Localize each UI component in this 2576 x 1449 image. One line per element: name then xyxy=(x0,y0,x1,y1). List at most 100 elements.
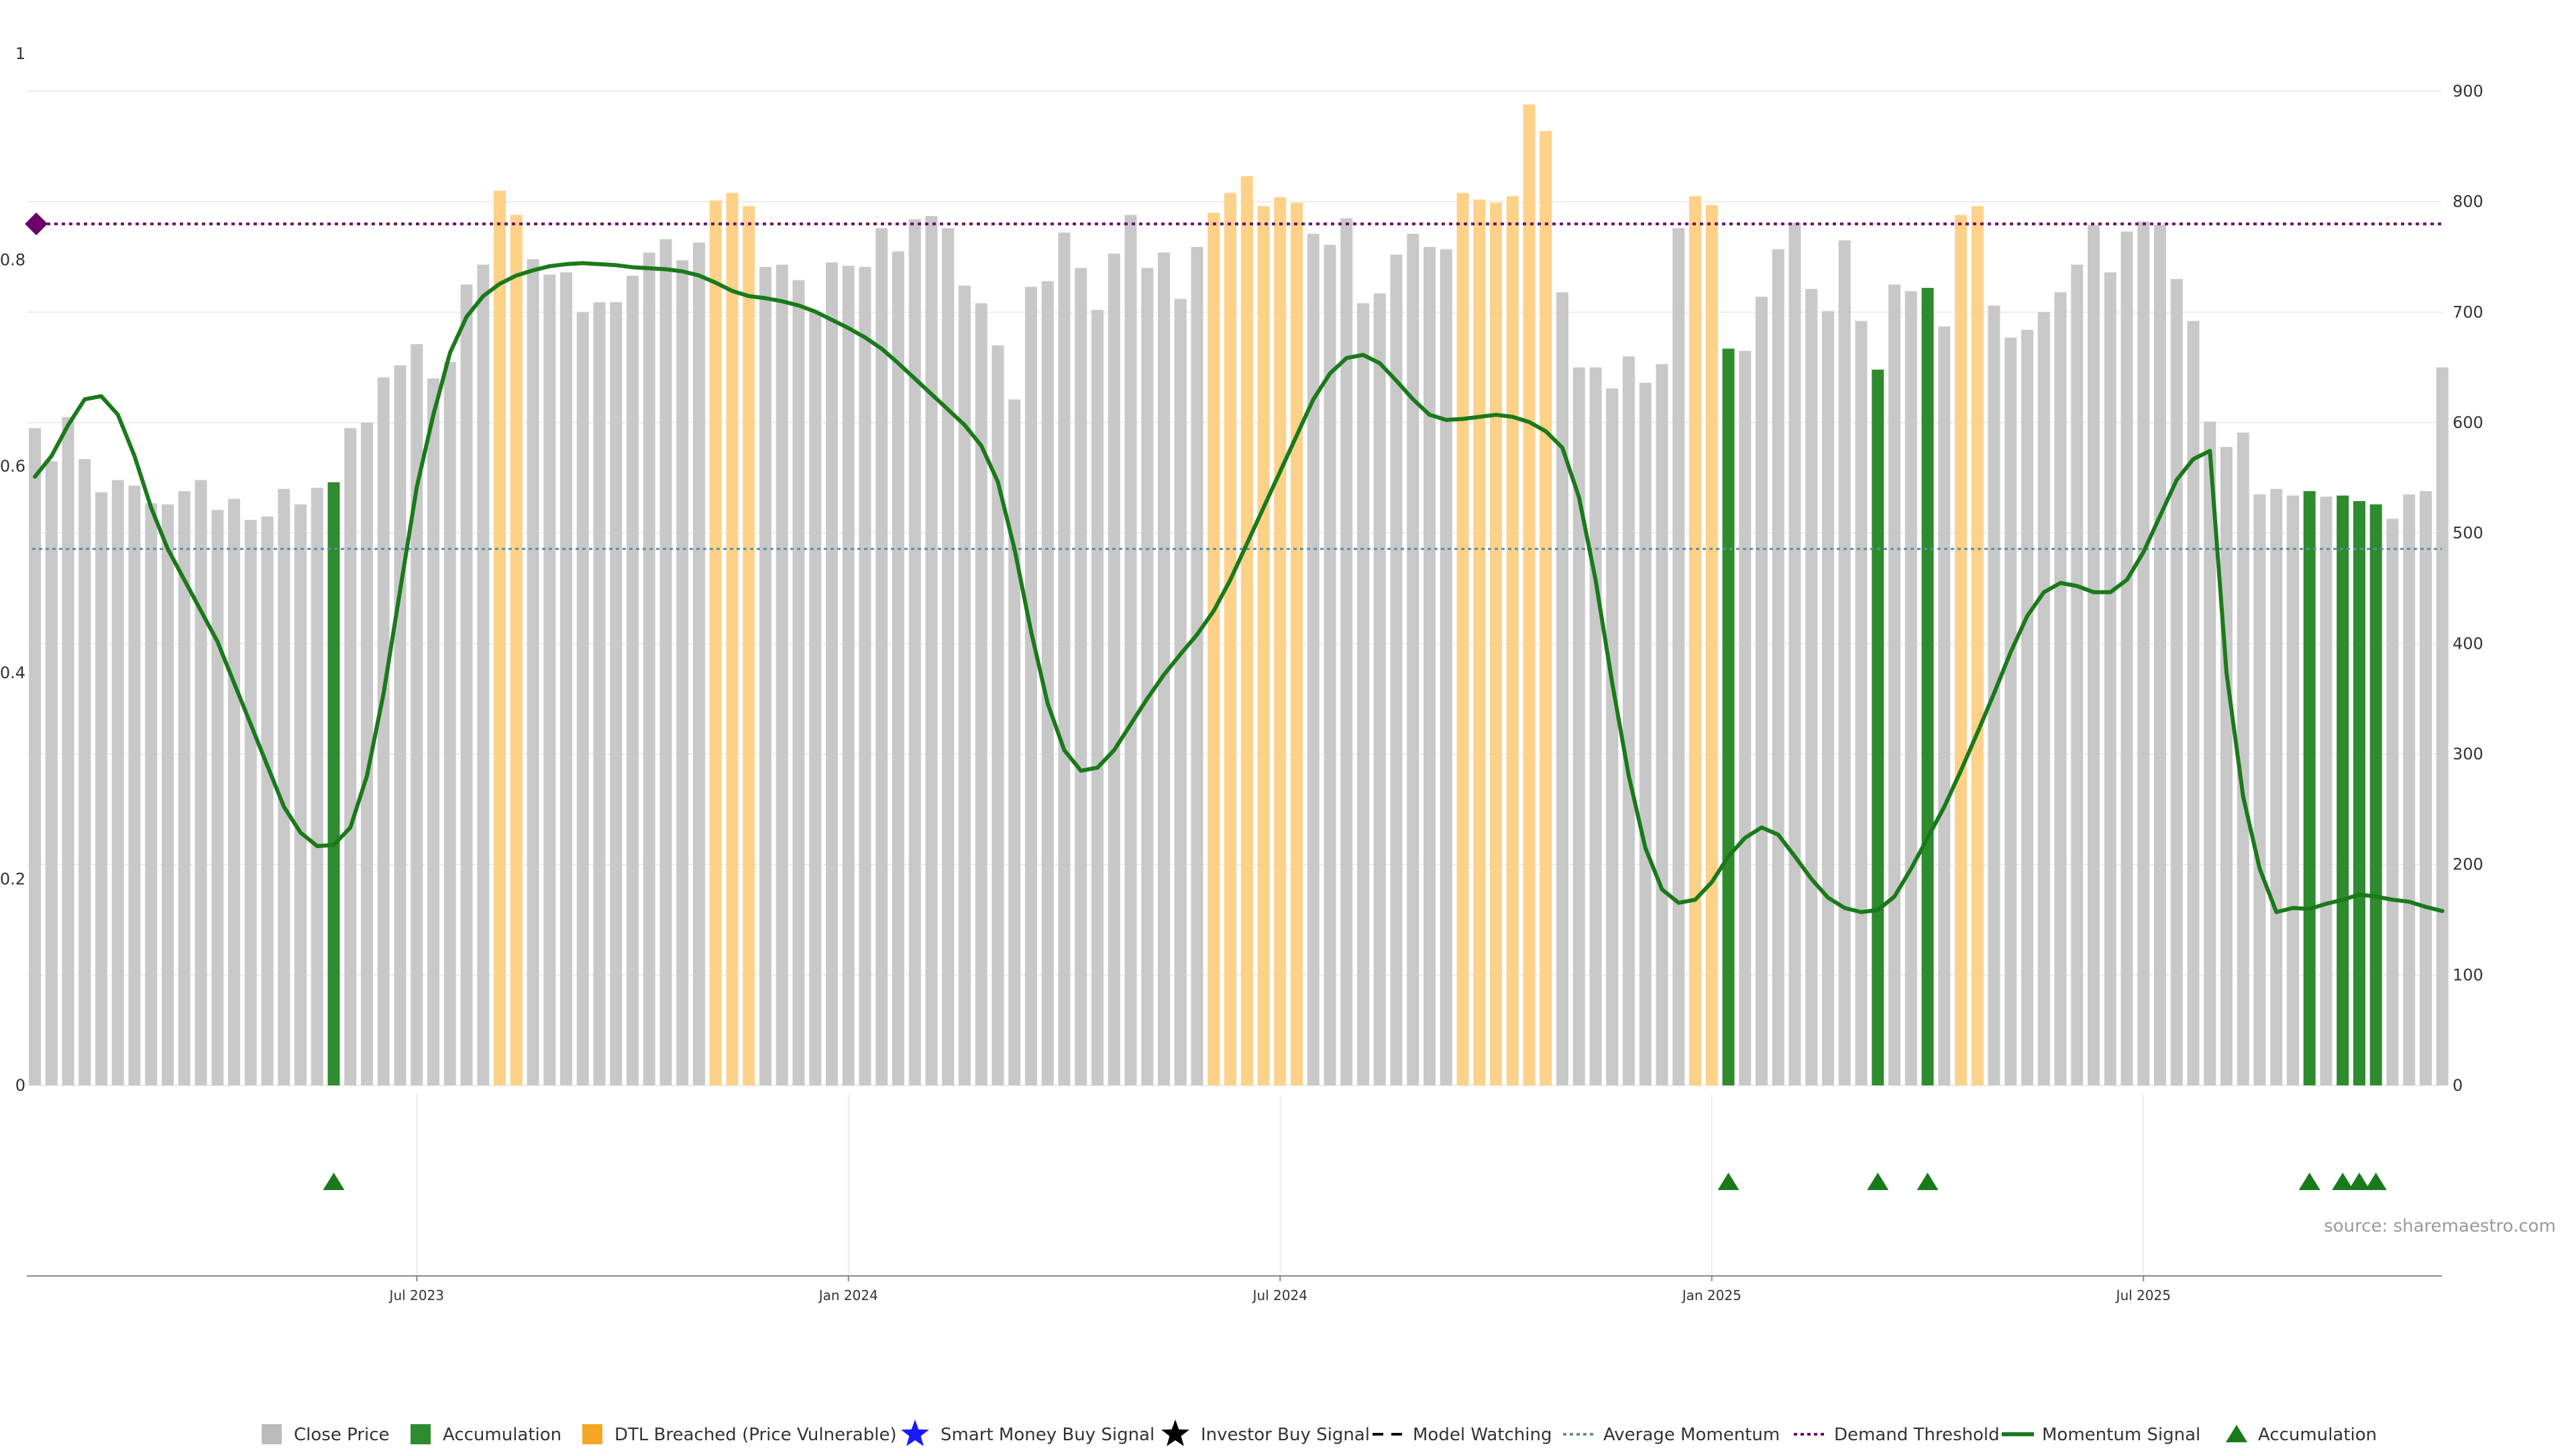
close-price-bar xyxy=(1855,321,1868,1086)
close-price-bar xyxy=(1639,382,1652,1085)
close-price-bar xyxy=(560,272,572,1085)
close-price-bar xyxy=(875,228,888,1086)
momentum-signal-line xyxy=(33,261,2445,914)
date-tick-label: Jan 2024 xyxy=(818,1287,878,1303)
legend-swatch xyxy=(411,1424,431,1444)
close-price-bar xyxy=(2170,278,2183,1085)
right-axis-tick: 900 xyxy=(2453,82,2483,101)
dtl-bar xyxy=(1224,193,1236,1085)
accumulation-bar xyxy=(1872,369,1884,1086)
close-price-bar xyxy=(792,280,805,1086)
close-price-bar xyxy=(344,428,357,1085)
close-price-bar xyxy=(394,365,407,1086)
legend-label: Close Price xyxy=(294,1425,390,1445)
close-price-bar xyxy=(2071,264,2084,1086)
close-price-bar xyxy=(1739,350,1752,1085)
close-price-bar xyxy=(1556,292,1568,1085)
close-price-bar xyxy=(228,498,240,1085)
close-price-bar xyxy=(527,259,539,1085)
close-price-bar xyxy=(1938,326,1951,1085)
legend-item: Close Price xyxy=(262,1424,390,1445)
accumulation-bar xyxy=(2353,500,2365,1085)
legend-item: Model Watching xyxy=(1373,1425,1552,1445)
legend-label: Accumulation xyxy=(443,1425,561,1445)
close-price-bar xyxy=(1357,303,1369,1085)
legend-item: Momentum Signal xyxy=(2002,1425,2200,1445)
close-price-bar xyxy=(178,491,191,1085)
close-price-bar xyxy=(1788,222,1801,1085)
close-price-bar xyxy=(1888,284,1900,1086)
close-price-bar xyxy=(1424,247,1436,1086)
close-price-bar xyxy=(942,228,955,1086)
dtl-bar xyxy=(1971,206,1984,1086)
close-price-bar xyxy=(1772,249,1784,1085)
close-price-bar xyxy=(2137,221,2150,1086)
date-tick-label: Jan 2025 xyxy=(1681,1287,1741,1303)
demand-threshold-marker xyxy=(25,212,48,235)
close-price-bar xyxy=(2037,312,2050,1085)
close-price-bar xyxy=(759,266,771,1085)
right-axis-tick: 800 xyxy=(2453,193,2483,211)
close-price-bar xyxy=(610,302,623,1086)
close-price-bar xyxy=(2054,292,2067,1085)
accumulation-triangle xyxy=(2365,1173,2387,1190)
close-price-bar xyxy=(1623,356,1635,1086)
close-price-bar xyxy=(377,377,390,1085)
close-price-bar xyxy=(1672,228,1685,1086)
close-price-bar xyxy=(1904,291,1917,1086)
accumulation-bar xyxy=(327,482,340,1085)
close-price-bar xyxy=(128,485,141,1085)
close-price-bar xyxy=(2021,329,2033,1086)
close-price-bar xyxy=(211,510,224,1085)
close-price-bar xyxy=(659,239,672,1085)
close-price-bar xyxy=(1158,252,1170,1085)
close-price-bar xyxy=(111,480,124,1085)
right-axis-tick: 700 xyxy=(2453,303,2483,321)
close-price-bar xyxy=(1124,215,1137,1086)
close-price-bar xyxy=(859,266,871,1085)
dtl-bar xyxy=(1523,104,1536,1085)
dtl-bar xyxy=(1456,193,1469,1085)
dtl-bar xyxy=(1506,196,1519,1085)
close-price-bar xyxy=(2121,231,2133,1085)
legend-item: Average Momentum xyxy=(1563,1425,1780,1445)
close-price-bar xyxy=(643,252,655,1085)
accumulation-triangle xyxy=(323,1173,345,1190)
legend-label: Average Momentum xyxy=(1603,1425,1780,1445)
close-price-bar xyxy=(278,488,290,1085)
close-price-bar xyxy=(1108,254,1120,1085)
right-axis-tick: 100 xyxy=(2453,965,2483,984)
momentum-signal xyxy=(33,261,2445,914)
close-price-bar xyxy=(2420,491,2432,1085)
close-price-bar xyxy=(1606,388,1619,1085)
close-price-bar xyxy=(842,266,855,1085)
close-price-bar xyxy=(1324,244,1336,1085)
dtl-bar xyxy=(1689,196,1701,1085)
close-price-bar xyxy=(959,285,971,1085)
dtl-bar xyxy=(1955,215,1967,1086)
close-price-bar xyxy=(162,504,174,1085)
accumulation-triangle xyxy=(2332,1173,2354,1190)
close-price-bar xyxy=(2403,494,2416,1085)
legend-label: DTL Breached (Price Vulnerable) xyxy=(614,1425,897,1445)
date-tick-label: Jul 2024 xyxy=(1252,1287,1307,1303)
close-price-bar xyxy=(443,362,456,1085)
close-price-bar xyxy=(1008,399,1021,1085)
close-price-bar xyxy=(1822,311,1834,1086)
legend-triangle-icon xyxy=(2226,1425,2247,1442)
right-axis-tick: 500 xyxy=(2453,524,2483,543)
dtl-bar xyxy=(743,206,755,1086)
close-price-bar xyxy=(2253,494,2266,1085)
date-tick-label: Jul 2023 xyxy=(388,1287,444,1303)
close-price-bar xyxy=(975,303,987,1085)
close-price-bar xyxy=(29,428,41,1085)
close-price-bar xyxy=(361,423,373,1085)
legend-label: Momentum Signal xyxy=(2042,1425,2200,1445)
close-price-bar xyxy=(2104,272,2116,1085)
close-price-bar xyxy=(1572,367,1585,1085)
legend-item: DTL Breached (Price Vulnerable) xyxy=(582,1424,897,1445)
close-price-bar xyxy=(627,275,639,1085)
close-price-bar xyxy=(78,459,91,1085)
close-price-bar xyxy=(1058,232,1071,1086)
legend-swatch xyxy=(582,1424,602,1444)
